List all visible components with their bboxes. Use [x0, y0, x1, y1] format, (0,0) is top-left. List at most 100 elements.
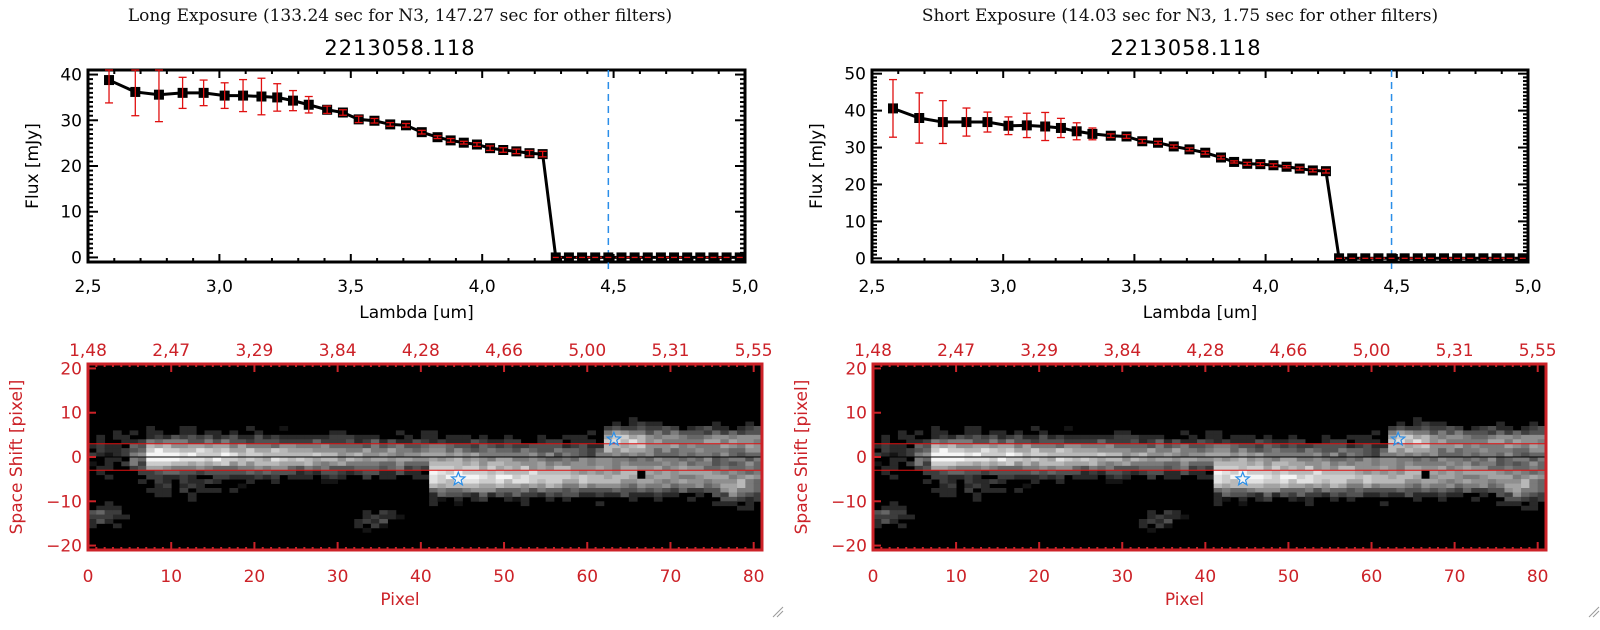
image-pixel: [628, 474, 638, 480]
image-pixel: [1230, 452, 1239, 458]
image-pixel: [881, 470, 891, 476]
image-pixel: [320, 443, 330, 449]
top-x-tick-label: 5,55: [1519, 341, 1557, 361]
image-pixel: [1280, 474, 1289, 480]
image-pixel: [1089, 452, 1098, 458]
image-pixel: [154, 483, 164, 489]
image-pixel: [454, 501, 463, 507]
image-pixel: [645, 430, 655, 436]
image-pixel: [445, 443, 455, 449]
image-pixel: [529, 492, 538, 498]
flux-chart-long: [86, 68, 747, 270]
x-tick-label: 3,0: [206, 277, 233, 297]
image-pixel: [387, 457, 397, 462]
image-pixel: [1014, 452, 1023, 458]
image-pixel: [1454, 470, 1464, 476]
image-pixel: [1305, 474, 1314, 480]
image-pixel: [1479, 443, 1489, 449]
image-pixel: [88, 443, 97, 449]
image-pixel: [1288, 479, 1298, 484]
image-pixel: [454, 496, 463, 502]
image-pixel: [1321, 452, 1331, 458]
x-tick-label: 50: [1278, 567, 1300, 587]
image-pixel: [1471, 479, 1480, 484]
image-pixel: [287, 452, 297, 458]
image-pixel: [670, 457, 680, 462]
image-pixel: [1130, 439, 1140, 445]
image-pixel: [1404, 461, 1414, 467]
image-pixel: [1321, 483, 1331, 489]
image-pixel: [104, 501, 114, 507]
image-pixel: [1080, 470, 1090, 476]
image-pixel: [964, 483, 974, 489]
image-pixel: [1263, 452, 1273, 458]
image-pixel: [1246, 434, 1256, 440]
image-pixel: [897, 523, 907, 529]
image-pixel: [964, 457, 974, 462]
image-pixel: [1329, 465, 1339, 471]
image-pixel: [997, 457, 1007, 462]
resize-grip-icon[interactable]: [1588, 606, 1600, 618]
image-pixel: [1255, 443, 1264, 449]
image-pixel: [653, 465, 663, 471]
image-pixel: [1271, 457, 1281, 462]
image-pixel: [939, 448, 949, 453]
image-pixel: [1487, 474, 1497, 480]
image-pixel: [1172, 465, 1181, 471]
image-pixel: [1113, 452, 1123, 458]
image-pixel: [420, 439, 430, 445]
image-pixel: [1487, 430, 1497, 436]
image-pixel: [487, 461, 497, 467]
image-pixel: [1421, 426, 1431, 431]
image-pixel: [187, 474, 197, 480]
image-pixel: [129, 439, 139, 445]
image-pixel: [1172, 448, 1181, 453]
image-pixel: [745, 505, 755, 511]
image-pixel: [1529, 505, 1539, 511]
image-pixel: [737, 448, 746, 453]
image-pixel: [1462, 452, 1472, 458]
image-pixel: [512, 492, 522, 498]
image-pixel: [354, 439, 363, 445]
image-pixel: [1504, 479, 1514, 484]
image-pixel: [279, 439, 289, 445]
image-pixel: [1246, 439, 1256, 445]
image-pixel: [212, 479, 222, 484]
image-pixel: [1454, 483, 1464, 489]
image-pixel: [1437, 448, 1447, 453]
image-pixel: [362, 434, 372, 440]
image-pixel: [379, 448, 388, 453]
image-pixel: [1221, 439, 1231, 445]
image-pixel: [956, 461, 965, 467]
image-pixel: [695, 492, 705, 498]
image-pixel: [545, 479, 555, 484]
image-pixel: [395, 461, 405, 467]
image-pixel: [271, 452, 280, 458]
image-pixel: [1396, 474, 1406, 480]
image-pixel: [1479, 474, 1489, 480]
image-pixel: [1471, 483, 1480, 489]
image-pixel: [1471, 430, 1480, 436]
image-pixel: [1213, 457, 1223, 462]
image-pixel: [171, 461, 180, 467]
image-pixel: [1338, 457, 1347, 462]
image-pixel: [370, 514, 380, 520]
image-pixel: [570, 470, 580, 476]
image-pixel: [1454, 430, 1464, 436]
image-pixel: [1321, 439, 1331, 445]
image-pixel: [1512, 457, 1522, 462]
image-pixel: [745, 457, 755, 462]
resize-grip-icon[interactable]: [772, 606, 784, 618]
image-pixel: [304, 439, 314, 445]
image-pixel: [504, 439, 513, 445]
image-pixel: [1155, 434, 1165, 440]
image-pixel: [553, 474, 563, 480]
image-pixel: [695, 452, 705, 458]
image-pixel: [1296, 492, 1306, 498]
image-pixel: [196, 452, 205, 458]
image-pixel: [429, 496, 438, 502]
image-pixel: [370, 457, 380, 462]
image-pixel: [1147, 527, 1156, 533]
image-pixel: [553, 461, 563, 467]
image-pixel: [395, 448, 405, 453]
